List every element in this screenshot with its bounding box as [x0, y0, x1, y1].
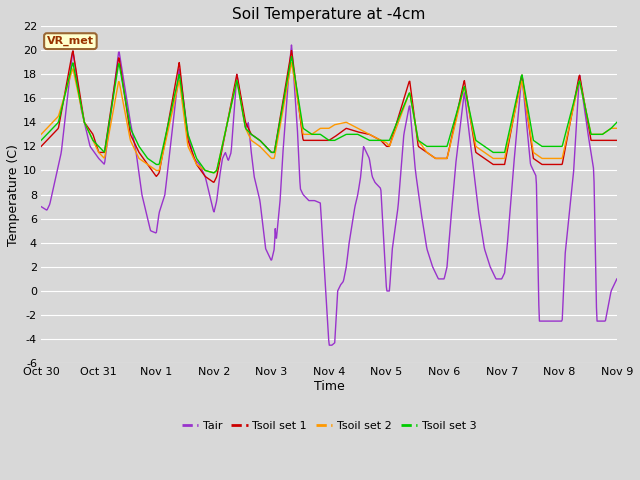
- Title: Soil Temperature at -4cm: Soil Temperature at -4cm: [232, 7, 426, 22]
- X-axis label: Time: Time: [314, 380, 344, 393]
- Text: VR_met: VR_met: [47, 36, 94, 46]
- Y-axis label: Temperature (C): Temperature (C): [7, 144, 20, 245]
- Legend: Tair, Tsoil set 1, Tsoil set 2, Tsoil set 3: Tair, Tsoil set 1, Tsoil set 2, Tsoil se…: [177, 416, 481, 435]
